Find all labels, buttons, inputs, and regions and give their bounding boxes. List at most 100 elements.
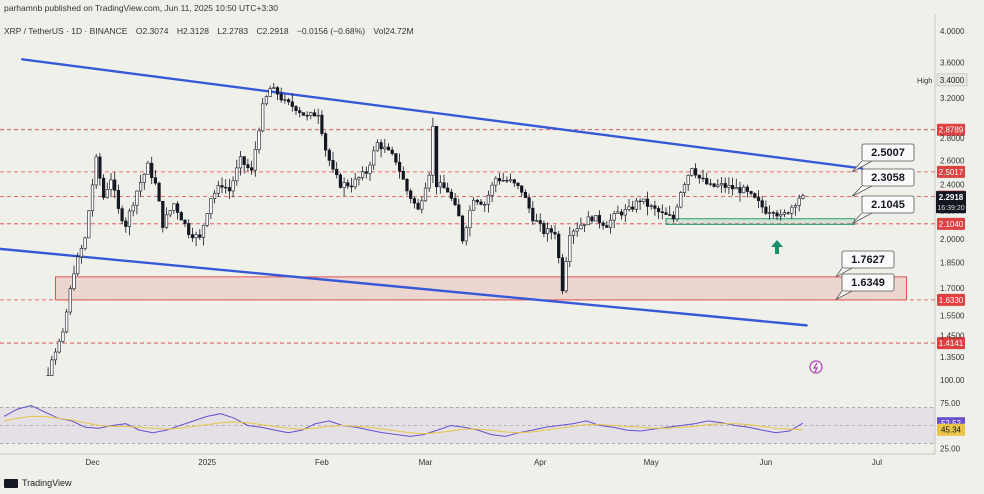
price-callout[interactable]: 1.6349 (835, 273, 895, 300)
candle (342, 177, 346, 197)
price-callout[interactable]: 2.1045 (851, 195, 915, 225)
candle (227, 178, 232, 200)
candle (494, 176, 498, 193)
candle (116, 184, 120, 214)
candle (779, 209, 783, 221)
candle (379, 139, 383, 158)
candle (560, 253, 564, 295)
candle (390, 146, 394, 156)
rsi-value-badge: 45.34 (937, 423, 965, 436)
candle (427, 172, 431, 192)
candle (538, 213, 542, 232)
candle (172, 203, 176, 214)
rsi-overbought-fill (24, 405, 35, 408)
candle (261, 97, 265, 133)
candle (161, 200, 165, 233)
lightning-icon[interactable] (809, 360, 823, 374)
candle (431, 117, 435, 184)
candle (801, 193, 805, 200)
candle (198, 229, 202, 240)
candle (682, 182, 687, 198)
candle (179, 210, 183, 221)
candle (301, 112, 306, 116)
candle (767, 205, 772, 220)
candle (701, 169, 705, 183)
price-callout[interactable]: 1.7627 (835, 250, 895, 278)
candle (375, 139, 380, 152)
candle (50, 355, 54, 376)
svg-text:3.4000: 3.4000 (940, 76, 965, 85)
svg-text:2.5007: 2.5007 (871, 147, 905, 159)
candle (723, 177, 727, 193)
rsi-series-line (3, 404, 804, 437)
candle (446, 182, 450, 193)
demand-zone[interactable] (55, 276, 907, 301)
candle (305, 111, 309, 121)
candle (312, 109, 317, 117)
support-zone[interactable] (665, 218, 856, 225)
svg-text:1.7627: 1.7627 (851, 254, 885, 266)
level-price-label: 2.1040 (937, 217, 965, 230)
price-callout[interactable]: 2.3058 (851, 168, 915, 197)
candle (756, 190, 761, 208)
candle (523, 189, 527, 198)
candle (213, 189, 217, 204)
candle (353, 172, 357, 190)
candle (397, 153, 402, 179)
svg-text:1.4141: 1.4141 (939, 339, 964, 348)
symbol-name[interactable]: XRP / TetherUS · 1D · BINANCE (4, 26, 128, 36)
candle (83, 236, 87, 251)
candle (109, 173, 113, 198)
candle (782, 209, 786, 217)
candle (98, 152, 102, 186)
trendline[interactable] (21, 58, 864, 170)
candle (671, 211, 675, 223)
candle (753, 192, 757, 199)
tradingview-logo-icon (4, 478, 18, 488)
candle (168, 210, 172, 218)
candle (120, 205, 124, 225)
candle (360, 166, 365, 181)
candle (501, 172, 505, 182)
candle (43, 383, 46, 408)
candle (520, 185, 524, 197)
candle (423, 182, 428, 202)
ohlc-change: −0.0156 (−0.68%) (296, 26, 366, 36)
price-tick-label: 1.3500 (940, 353, 965, 362)
candle (250, 160, 254, 175)
candle (238, 150, 243, 176)
candle (712, 183, 716, 188)
candle (490, 181, 494, 202)
candle (745, 184, 749, 198)
trendline[interactable] (0, 247, 808, 327)
candle (364, 166, 368, 179)
candle (405, 177, 409, 196)
candle (793, 203, 798, 216)
candle (335, 162, 339, 179)
price-callout[interactable]: 2.5007 (851, 143, 915, 173)
candle (601, 220, 605, 230)
candle (693, 163, 698, 179)
candle (730, 177, 735, 196)
candle (553, 225, 557, 240)
candle (412, 196, 417, 209)
high-label: High (917, 76, 932, 85)
rsi-tick-label: 100.00 (940, 376, 965, 385)
price-tick-label: 1.7000 (940, 284, 965, 293)
candle (53, 348, 58, 365)
candle (224, 179, 228, 194)
rsi-series-line (3, 415, 803, 435)
candle (605, 221, 609, 228)
svg-text:2.8789: 2.8789 (939, 126, 964, 135)
candle (483, 201, 487, 212)
price-tick-label: 1.4500 (940, 332, 965, 341)
candle (220, 177, 224, 194)
time-tick-label: Jul (872, 458, 882, 467)
candle (638, 198, 642, 211)
candle (512, 178, 516, 188)
candle (216, 180, 220, 198)
candle (183, 219, 187, 228)
candle (727, 177, 731, 195)
candle (649, 203, 653, 210)
